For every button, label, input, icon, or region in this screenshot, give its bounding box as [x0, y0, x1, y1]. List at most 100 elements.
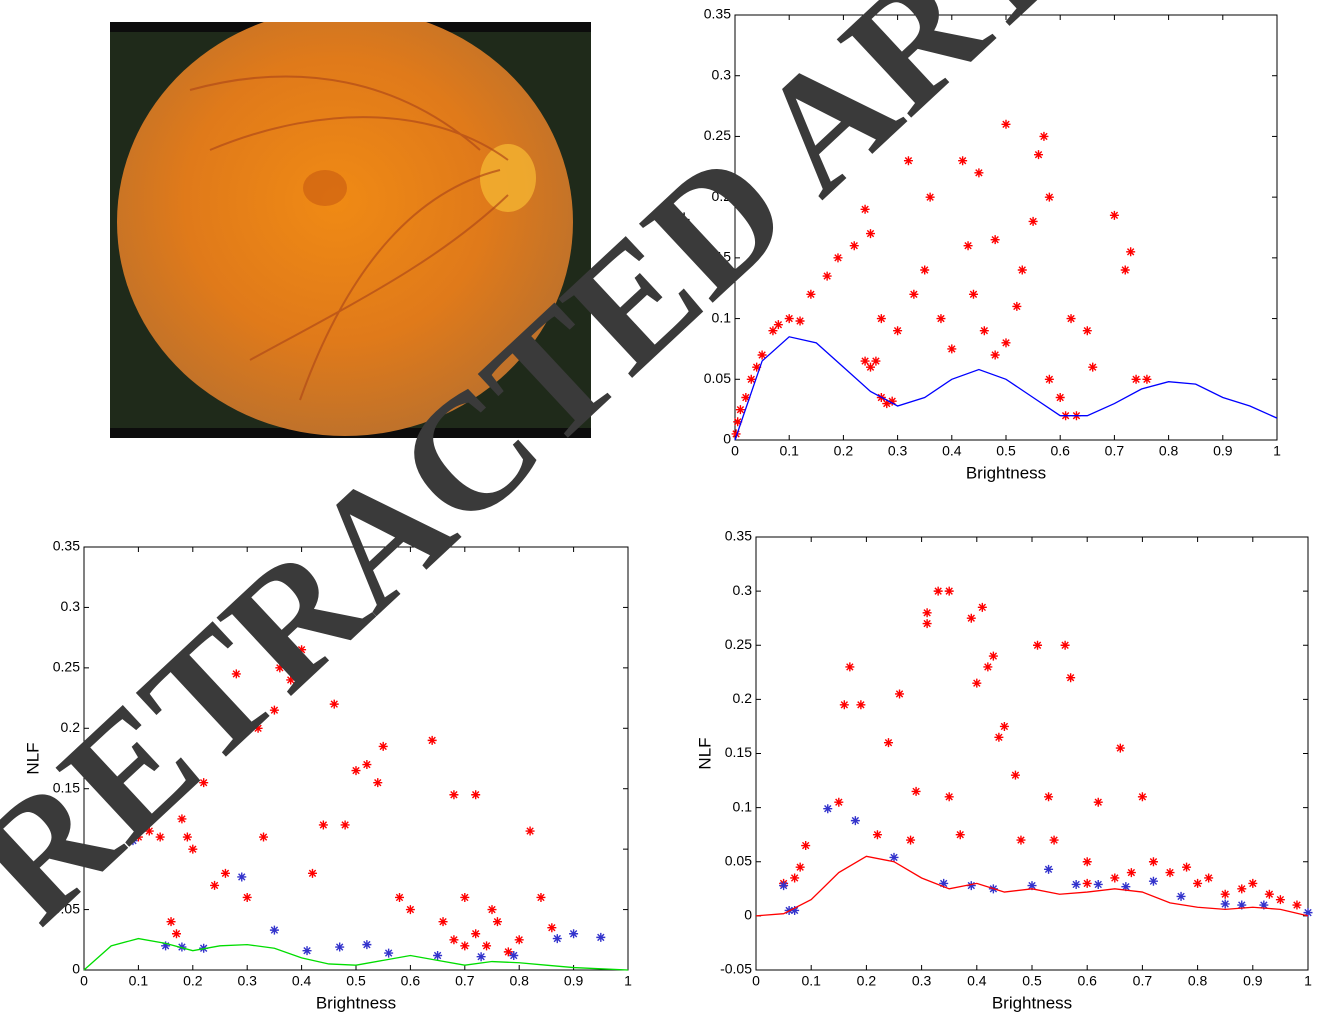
point — [161, 941, 171, 951]
point — [1028, 216, 1038, 226]
x-tick-label: 0 — [731, 443, 739, 459]
point — [302, 946, 312, 956]
x-tick-label: 0 — [752, 973, 760, 989]
point — [318, 820, 328, 830]
y-tick-label: 0 — [744, 907, 752, 923]
point — [133, 832, 143, 842]
y-tick-label: 0.1 — [712, 309, 732, 325]
point — [1066, 314, 1076, 324]
point — [860, 204, 870, 214]
x-tick-label: 0.4 — [292, 973, 312, 989]
point — [1259, 900, 1269, 910]
point — [1033, 640, 1043, 650]
y-tick-label: -0.05 — [720, 961, 752, 977]
point — [460, 892, 470, 902]
y-tick-label: 0.15 — [704, 249, 731, 265]
y-tick-label: 0.05 — [53, 900, 80, 916]
point — [968, 289, 978, 299]
x-tick-label: 0.6 — [1077, 973, 1097, 989]
x-axis-label: Brightness — [992, 993, 1072, 1012]
point — [1142, 374, 1152, 384]
point — [1071, 879, 1081, 889]
point — [1016, 835, 1026, 845]
point — [795, 316, 805, 326]
point — [944, 792, 954, 802]
point — [889, 852, 899, 862]
point — [509, 950, 519, 960]
point — [1193, 878, 1203, 888]
y-tick-label: 0.2 — [61, 719, 81, 735]
point — [1131, 374, 1141, 384]
point — [237, 872, 247, 882]
point — [1275, 895, 1285, 905]
point — [1082, 326, 1092, 336]
y-tick-label: 0.1 — [733, 798, 753, 814]
x-tick-label: 0.3 — [912, 973, 932, 989]
point — [1093, 797, 1103, 807]
y-tick-label: 0.2 — [733, 690, 753, 706]
x-tick-label: 0.5 — [346, 973, 366, 989]
x-tick-label: 0.8 — [509, 973, 529, 989]
point — [476, 952, 486, 962]
point — [449, 935, 459, 945]
point — [1001, 119, 1011, 129]
fundus-image — [110, 22, 591, 438]
point — [893, 326, 903, 336]
point — [958, 156, 968, 166]
x-tick-label: 0.2 — [834, 443, 854, 459]
point — [990, 350, 1000, 360]
point — [514, 935, 524, 945]
point — [1204, 873, 1214, 883]
y-tick-label: 0 — [72, 961, 80, 977]
y-tick-label: 0.15 — [725, 744, 752, 760]
x-tick-label: 0.9 — [1213, 443, 1233, 459]
point — [773, 320, 783, 330]
point — [944, 586, 954, 596]
x-tick-label: 0.7 — [1105, 443, 1125, 459]
point — [925, 192, 935, 202]
point — [849, 241, 859, 251]
point — [1027, 881, 1037, 891]
point — [1049, 835, 1059, 845]
point — [822, 271, 832, 281]
point — [784, 314, 794, 324]
point — [596, 932, 606, 942]
point — [1082, 857, 1092, 867]
x-tick-label: 0.2 — [183, 973, 203, 989]
point — [471, 929, 481, 939]
x-tick-label: 0.6 — [401, 973, 421, 989]
point — [768, 326, 778, 336]
y-tick-label: 0 — [723, 431, 731, 447]
x-tick-label: 0.1 — [779, 443, 799, 459]
point — [983, 662, 993, 672]
point — [297, 645, 307, 655]
point — [1264, 889, 1274, 899]
point — [1126, 868, 1136, 878]
point — [735, 405, 745, 415]
point — [1182, 862, 1192, 872]
point — [433, 950, 443, 960]
y-tick-label: 0.3 — [712, 66, 732, 82]
y-axis-label: NLF — [695, 737, 714, 769]
y-tick-label: 0.3 — [733, 582, 753, 598]
point — [547, 923, 557, 933]
point — [876, 314, 886, 324]
point — [210, 880, 220, 890]
point — [1044, 374, 1054, 384]
point — [405, 905, 415, 915]
point — [911, 786, 921, 796]
point — [1044, 864, 1054, 874]
point — [806, 289, 816, 299]
point — [823, 804, 833, 814]
point — [1126, 247, 1136, 257]
point — [471, 790, 481, 800]
point — [231, 669, 241, 679]
point — [866, 229, 875, 239]
point — [746, 374, 756, 384]
point — [966, 613, 976, 623]
x-axis-label: Brightness — [966, 463, 1046, 482]
point — [939, 878, 949, 888]
point — [259, 832, 269, 842]
point — [988, 651, 998, 661]
point — [395, 892, 405, 902]
